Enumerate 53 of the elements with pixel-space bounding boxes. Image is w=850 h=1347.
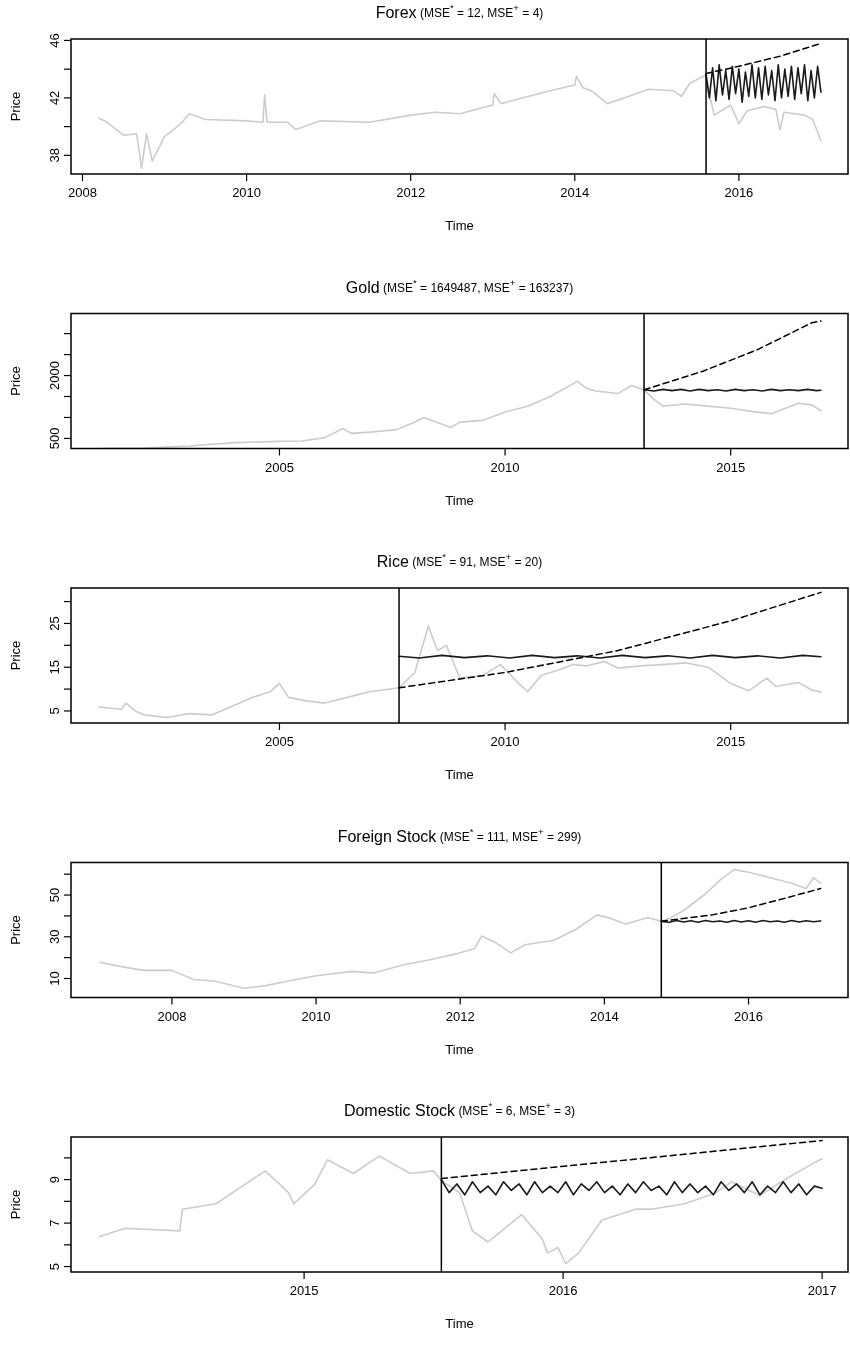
chart-subtitle: (MSE$^{*}$ = 91, MSE$^{+}$ = 20) [412, 551, 543, 570]
chart-subtitle: (MSE$^{*}$ = 1649487, MSE$^{+}$ = 163237) [383, 276, 574, 295]
x-tick-label: 2012 [445, 1008, 475, 1024]
y-tick-label: 5 [47, 1262, 62, 1271]
y-axis-title: Price [8, 366, 23, 396]
x-tick-label: 2008 [68, 185, 97, 200]
x-tick-label: 2014 [589, 1008, 619, 1024]
y-axis-title: Price [8, 91, 23, 122]
y-tick-label: 9 [47, 1175, 62, 1184]
y-axis-title: Price [8, 640, 23, 671]
y-tick-label: 30 [47, 929, 62, 945]
x-tick-label: 2005 [265, 734, 294, 749]
chart-title: Foreign Stock [337, 827, 438, 845]
y-tick-label: 50 [47, 887, 62, 903]
y-tick-label: 500 [47, 427, 62, 450]
x-axis-title: Time [445, 1316, 474, 1331]
x-tick-label: 2015 [716, 734, 746, 749]
x-axis-title: Time [445, 1041, 474, 1057]
x-tick-label: 2008 [157, 1008, 187, 1024]
x-axis-title: Time [445, 767, 474, 782]
y-tick-label: 42 [47, 90, 62, 106]
chart-title: Gold [345, 278, 380, 296]
y-tick-label: 46 [47, 33, 62, 48]
x-tick-label: 2016 [734, 1008, 763, 1024]
y-tick-label: 38 [47, 148, 62, 163]
x-tick-label: 2010 [490, 459, 520, 475]
y-axis-title: Price [8, 915, 23, 945]
y-tick-label: 10 [47, 971, 62, 986]
y-tick-label: 25 [47, 616, 62, 631]
y-tick-label: 15 [47, 659, 62, 675]
x-tick-label: 2016 [724, 185, 754, 200]
x-tick-label: 2005 [265, 459, 294, 475]
chart-title: Domestic Stock [343, 1102, 457, 1120]
x-tick-label: 2010 [490, 734, 520, 749]
x-tick-label: 2015 [716, 459, 746, 475]
x-tick-label: 2010 [232, 185, 262, 200]
chart-title: Rice [376, 553, 409, 571]
y-tick-label: 7 [47, 1219, 62, 1227]
x-tick-label: 2012 [396, 185, 426, 200]
chart-subtitle: (MSE$^{*}$ = 12, MSE$^{+}$ = 4) [419, 2, 544, 21]
x-tick-label: 2010 [301, 1008, 331, 1024]
x-tick-label: 2015 [289, 1283, 319, 1298]
x-axis-title: Time [445, 492, 474, 508]
chart-subtitle: (MSE$^{*}$ = 6, MSE$^{+}$ = 3) [458, 1100, 576, 1119]
x-tick-label: 2014 [560, 185, 590, 200]
x-axis-title: Time [445, 218, 474, 233]
y-axis-title: Price [8, 1189, 23, 1220]
chart-title: Forex [375, 4, 417, 22]
x-tick-label: 2016 [548, 1283, 578, 1298]
x-tick-label: 2017 [807, 1283, 837, 1298]
y-tick-label: 5 [47, 707, 62, 715]
chart-subtitle: (MSE$^{*}$ = 111, MSE$^{+}$ = 299) [439, 825, 582, 844]
y-tick-label: 2000 [47, 361, 62, 391]
